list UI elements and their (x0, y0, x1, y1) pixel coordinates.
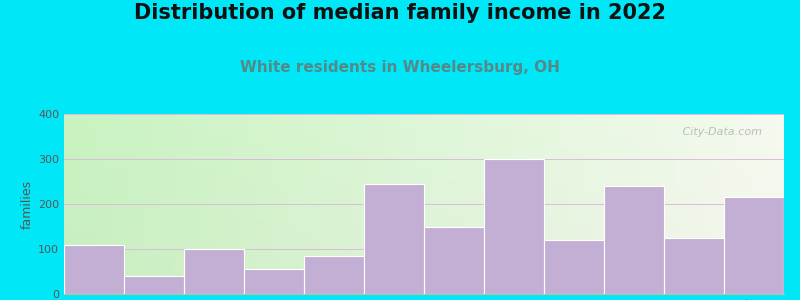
Bar (124, 276, 184, 294)
Bar (304, 256, 364, 294)
Bar (364, 184, 424, 294)
Bar (424, 226, 484, 294)
Bar (244, 269, 304, 294)
Text: Distribution of median family income in 2022: Distribution of median family income in … (134, 3, 666, 23)
Y-axis label: families: families (21, 179, 34, 229)
Bar (724, 197, 784, 294)
Bar (64, 244, 124, 294)
Text: White residents in Wheelersburg, OH: White residents in Wheelersburg, OH (240, 60, 560, 75)
Bar (604, 186, 664, 294)
Bar (664, 238, 724, 294)
Bar (184, 249, 244, 294)
Bar (484, 159, 544, 294)
Bar (544, 240, 604, 294)
Text: City-Data.com: City-Data.com (679, 127, 762, 136)
